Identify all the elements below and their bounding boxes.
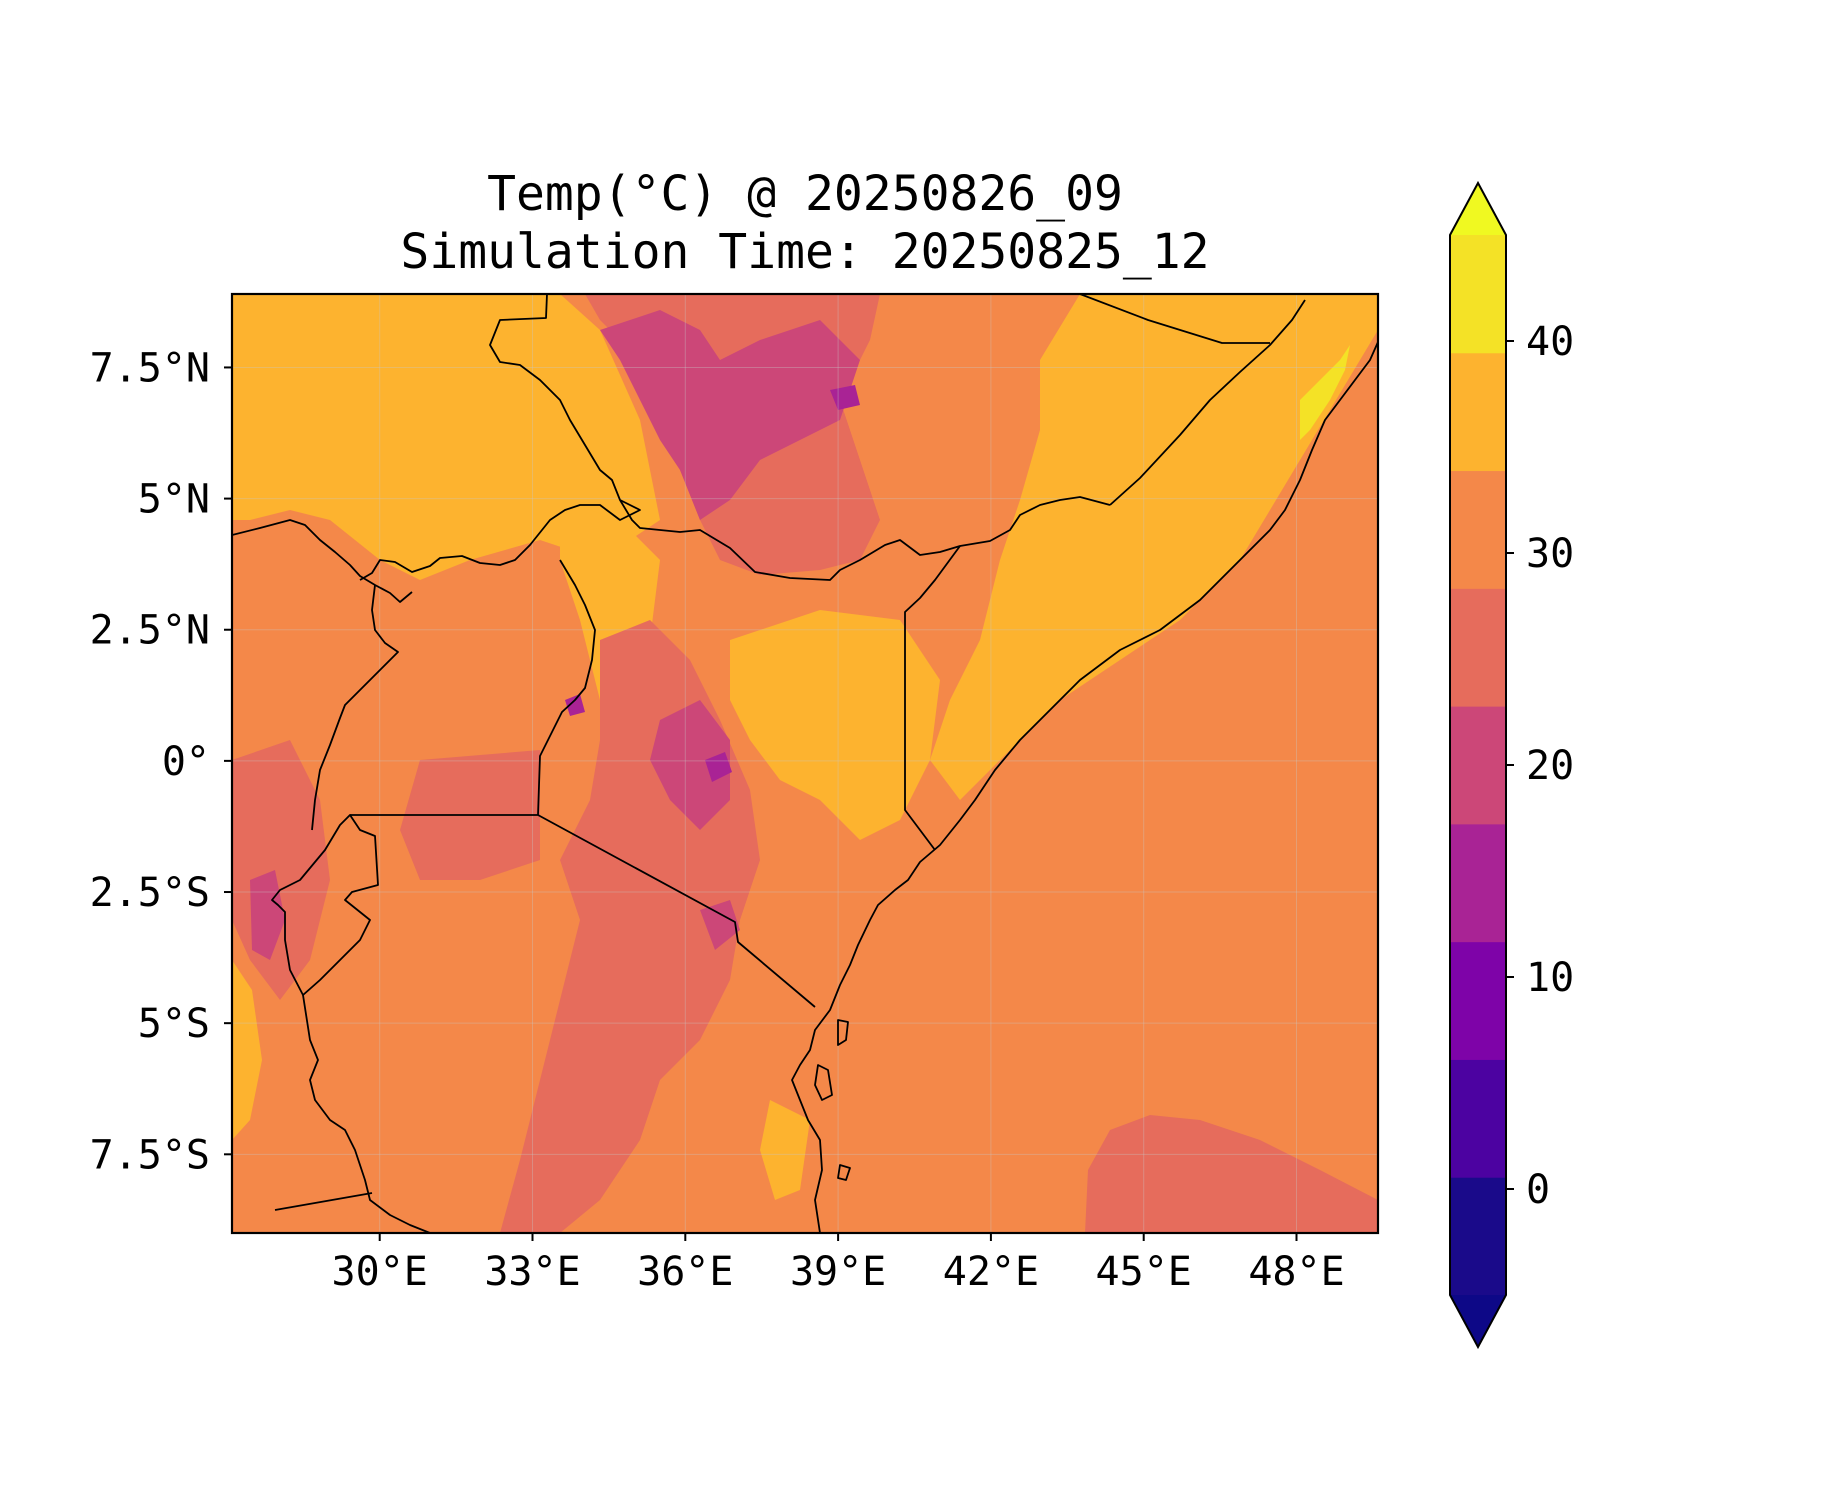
- region-30-35-north-kenya: [730, 610, 940, 840]
- border-tanzania-north: [350, 814, 816, 1008]
- region-30-35-somalia: [930, 294, 1378, 800]
- lat-tick-label: 0°: [162, 739, 210, 785]
- region-30-35-west-fringe: [232, 960, 262, 1140]
- lon-tick-label: 48°E: [1248, 1249, 1344, 1295]
- border-sudan-ethiopia-kenya: [619, 496, 1111, 581]
- colorbar-bin: [1450, 941, 1506, 1060]
- lat-tick-label: 2.5°S: [90, 870, 210, 916]
- region-10-15-mount-kenya: [705, 752, 732, 782]
- colorbar-bin: [1450, 823, 1506, 943]
- colorbar-bin: [1450, 1177, 1506, 1296]
- border-kenya-somalia: [904, 545, 961, 851]
- colorbar-tick-label: 0: [1526, 1167, 1550, 1213]
- island-zanzibar: [814, 1064, 833, 1101]
- colorbar-tick-label: 20: [1526, 743, 1574, 789]
- colorbar-extend-under: [1450, 1295, 1506, 1347]
- region-15-20-rwenzori: [250, 870, 285, 960]
- colorbar-bin: [1450, 1059, 1506, 1178]
- border-tanzania-drc-west: [302, 994, 431, 1233]
- colorbar-extend-over: [1450, 183, 1506, 235]
- lon-tick-label: 42°E: [943, 1249, 1039, 1295]
- colorbar-tick-label: 40: [1526, 319, 1574, 365]
- coastline-east-africa: [791, 341, 1378, 1233]
- colorbar-bin: [1450, 352, 1506, 472]
- lat-tick-label: 5°S: [138, 1001, 210, 1047]
- region-30-35-tanzania-coast: [760, 1100, 810, 1200]
- map-plot-area: [232, 294, 1378, 1233]
- border-djibouti: [1079, 294, 1270, 344]
- lat-tick-label: 2.5°N: [90, 608, 210, 654]
- island-pemba: [837, 1019, 849, 1046]
- plot-frame: [230, 292, 1380, 1235]
- border-ethiopia-somalia: [1109, 299, 1306, 506]
- title-line-1: Temp(°C) @ 20250826_09: [487, 166, 1123, 222]
- colorbar-bin: [1450, 706, 1506, 825]
- lon-tick-label: 30°E: [332, 1249, 428, 1295]
- region-20-25-ocean-southeast: [1085, 1115, 1378, 1233]
- lon-tick-label: 33°E: [484, 1249, 580, 1295]
- lat-tick-label: 7.5°S: [90, 1132, 210, 1178]
- colorbar-tick-label: 10: [1526, 955, 1574, 1001]
- colorbar-tick-label: 30: [1526, 531, 1574, 577]
- longitude-ticks: 30°E 33°E 36°E 39°E 42°E 45°E 48°E: [332, 1233, 1345, 1295]
- lat-tick-label: 5°N: [138, 477, 210, 523]
- lon-tick-label: 36°E: [637, 1249, 733, 1295]
- border-uganda-drc: [311, 584, 399, 831]
- region-10-15-mount-elgon: [565, 694, 585, 716]
- lon-tick-label: 39°E: [790, 1249, 886, 1295]
- lat-tick-label: 7.5°N: [90, 345, 210, 391]
- border-uganda-kenya: [537, 559, 596, 816]
- region-15-20-ethiopian-peaks: [600, 310, 860, 520]
- gridlines: [232, 294, 1378, 1233]
- colorbar-bin: [1450, 470, 1506, 589]
- colorbar-bin: [1450, 235, 1506, 354]
- border-south-sudan-ethiopia: [359, 294, 641, 581]
- border-zambia: [274, 1192, 373, 1211]
- colorbar-outline: [1449, 180, 1507, 1350]
- country-borders: [232, 294, 1378, 1233]
- colorbar: 0 10 20 30 40: [1449, 180, 1574, 1350]
- region-35-40-somali-coast: [1300, 345, 1350, 440]
- title-line-2: Simulation Time: 20250825_12: [400, 224, 1209, 280]
- region-15-20-kilimanjaro: [700, 900, 740, 950]
- latitude-ticks: 7.5°N 5°N 2.5°N 0° 2.5°S 5°S 7.5°S: [90, 345, 232, 1178]
- region-10-15-ethiopian-summit: [830, 385, 860, 410]
- border-drc-uganda-south-sudan: [232, 519, 413, 603]
- lon-tick-label: 45°E: [1096, 1249, 1192, 1295]
- region-30-35-northwest: [232, 294, 660, 580]
- island-mafia: [837, 1164, 851, 1181]
- region-15-20-kenya-peaks: [650, 700, 730, 830]
- colorbar-bin: [1450, 588, 1506, 707]
